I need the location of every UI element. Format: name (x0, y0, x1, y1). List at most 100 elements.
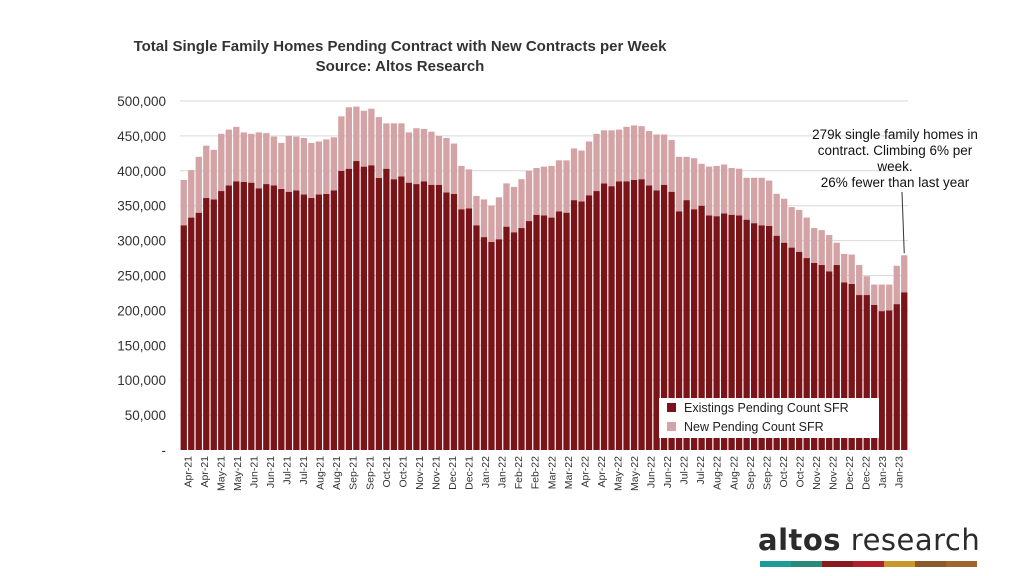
bar-existing (781, 242, 788, 450)
bar-existing (758, 225, 765, 450)
legend-item-new: New Pending Count SFR (659, 417, 879, 436)
bar-existing (578, 201, 585, 450)
bar-existing (848, 283, 855, 450)
bar-new (773, 193, 780, 236)
x-tick-label: Jan-23 (877, 456, 889, 488)
x-tick-label: Jul-21 (282, 456, 294, 485)
bar-existing (856, 295, 863, 450)
x-tick-label: Sep-22 (761, 456, 773, 490)
bar-new (308, 142, 315, 199)
y-tick-label: 500,000 (117, 94, 166, 109)
logo-word-altos: altos (758, 523, 842, 557)
bar-existing (863, 295, 870, 450)
bar-new (570, 148, 578, 201)
y-axis-ticks: - 50,000 100,000 150,000 200,000 250,000 300,0… (117, 94, 166, 458)
bar-existing (735, 215, 743, 450)
logo-stripe-segment (760, 561, 791, 567)
bar-new (758, 177, 765, 226)
bar-new (893, 265, 900, 305)
bar-existing (345, 168, 353, 450)
bar-existing (390, 179, 398, 450)
chart-subtitle: Source: Altos Research (315, 58, 485, 75)
bar-existing (488, 241, 495, 450)
bar-new (323, 139, 330, 194)
x-tick-label: Jun-21 (265, 456, 277, 488)
bar-existing (713, 216, 720, 450)
bar-existing (886, 310, 893, 450)
annotation-line-1: 279k single family homes in (812, 127, 978, 142)
bar-existing (563, 212, 570, 450)
bar-existing (615, 181, 623, 450)
legend-swatch-existing (667, 403, 676, 412)
bar-new (405, 132, 413, 183)
x-tick-label: Sep-21 (348, 456, 360, 490)
bar-new (300, 137, 307, 195)
bar-new (225, 129, 232, 186)
bar-new (728, 168, 735, 215)
bar-new (255, 132, 262, 189)
chart-legend: Existings Pending Count SFR New Pending … (659, 398, 879, 438)
bar-existing (510, 232, 518, 450)
bar-new (413, 128, 420, 185)
bar-existing (218, 191, 225, 451)
x-tick-label: Apr-22 (579, 456, 591, 488)
bar-new (210, 149, 217, 200)
bar-existing (683, 200, 690, 450)
chart-title: Total Single Family Homes Pending Contra… (133, 38, 667, 55)
bar-existing (675, 211, 683, 450)
x-tick-label: May-22 (612, 456, 624, 491)
legend-label-new: New Pending Count SFR (684, 419, 824, 434)
bar-existing (180, 225, 187, 450)
bar-new (720, 164, 728, 214)
bar-existing (233, 181, 240, 450)
bar-existing (285, 191, 292, 451)
bar-new (713, 165, 720, 217)
bar-new (240, 132, 247, 182)
bar-existing (720, 213, 728, 450)
bar-existing (383, 168, 390, 450)
x-tick-label: Sep-22 (745, 456, 757, 490)
bar-new (811, 228, 818, 263)
y-tick-label: 300,000 (117, 234, 166, 249)
bar-new (398, 123, 405, 177)
bar-existing (368, 165, 375, 450)
bar-new (841, 253, 848, 283)
bar-existing (495, 239, 503, 450)
bar-existing (195, 212, 202, 450)
bar-new (338, 116, 345, 171)
bar-new (330, 137, 338, 191)
logo-stripe-segment (884, 561, 915, 567)
bar-new (293, 136, 300, 191)
x-tick-label: Dec-22 (844, 456, 856, 490)
y-tick-label: 350,000 (117, 199, 166, 214)
bar-existing (750, 223, 758, 450)
bar-new (473, 195, 480, 226)
bar-new (668, 140, 675, 192)
bar-new (465, 169, 473, 209)
bar-new (263, 133, 270, 185)
bar-existing (788, 247, 795, 450)
bar-existing (533, 214, 540, 450)
bar-existing (608, 186, 615, 450)
y-tick-label: 250,000 (117, 269, 166, 284)
bar-new (766, 180, 773, 226)
bar-new (278, 142, 285, 189)
bar-existing (623, 181, 630, 450)
bar-existing (705, 215, 713, 450)
bar-existing (728, 214, 735, 450)
y-tick-label: 150,000 (117, 338, 166, 353)
y-tick-label: 400,000 (117, 164, 166, 179)
x-tick-label: Mar-22 (546, 456, 558, 489)
bar-existing (570, 200, 578, 450)
x-tick-label: Jan-23 (894, 456, 906, 488)
bar-new (645, 131, 653, 186)
x-tick-label: Nov-22 (828, 456, 840, 490)
x-tick-label: Dec-21 (447, 456, 459, 490)
logo-stripe-segment (915, 561, 946, 567)
bar-new (788, 207, 795, 248)
bar-existing (593, 191, 600, 451)
bar-new (638, 126, 645, 180)
logo-stripe-segment (853, 561, 884, 567)
x-tick-label: Feb-22 (530, 456, 542, 489)
bar-existing (893, 304, 900, 450)
